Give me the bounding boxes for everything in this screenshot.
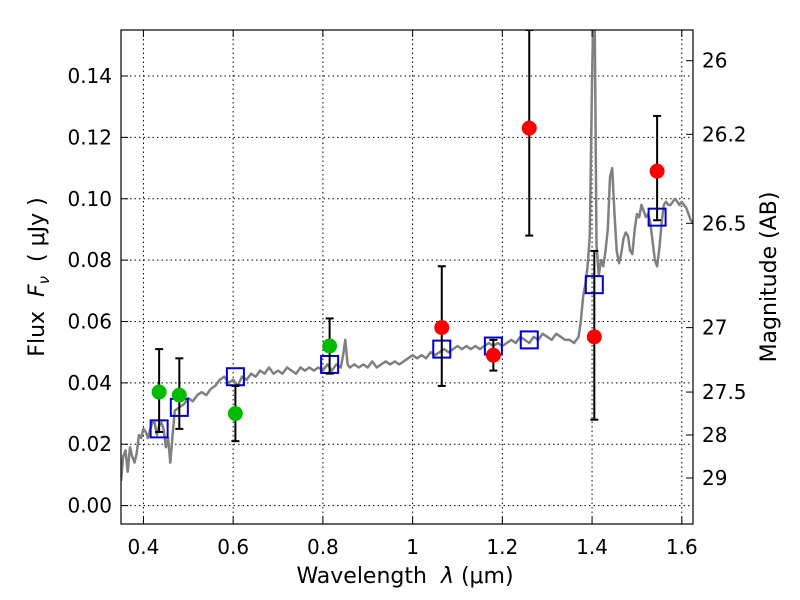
y2-axis-label: Magnitude (AB): [757, 192, 782, 363]
data-layer: [121, 30, 693, 482]
observed-point: [586, 329, 602, 345]
model-photometry-square: [519, 330, 539, 350]
y2-tick-label: 28: [702, 423, 727, 447]
ticks: [121, 30, 693, 524]
x-tick-label: 0.6: [217, 535, 249, 559]
y2-tick-label: 27.5: [702, 380, 747, 404]
y-tick-label: 0.02: [67, 432, 112, 456]
x-tick-label: 1: [406, 535, 419, 559]
y-tick-labels: 0.00 0.02 0.04 0.06 0.08 0.10 0.12 0.14: [67, 64, 112, 518]
observed-point: [434, 320, 450, 336]
x-tick-label: 1.4: [576, 535, 608, 559]
y-tick-label: 0.00: [67, 494, 112, 518]
x-tick-label: 1.2: [486, 535, 518, 559]
x-axis-label: Wavelength λ (μm): [296, 564, 513, 589]
y-tick-label: 0.04: [67, 371, 112, 395]
observed-point: [485, 347, 501, 363]
y2-tick-label: 26: [702, 49, 727, 73]
observed-point: [151, 384, 167, 400]
y-tick-label: 0.12: [67, 125, 112, 149]
observed-point: [521, 120, 537, 136]
y2-tick-label: 29: [702, 466, 727, 490]
plot-area: [121, 30, 693, 524]
y-tick-label: 0.06: [67, 309, 112, 333]
x-tick-label: 0.8: [307, 535, 339, 559]
y-tick-label: 0.14: [67, 64, 112, 88]
y-axis-label: Flux Fν ( μJy ): [25, 197, 53, 356]
x-tick-label: 0.4: [128, 535, 160, 559]
plot-frame: [120, 29, 694, 525]
y2-tick-label: 27: [702, 316, 727, 340]
observed-point: [171, 387, 187, 403]
observed-point: [227, 406, 243, 422]
observed-point: [322, 338, 338, 354]
x-tick-label: 1.6: [666, 535, 698, 559]
y-tick-label: 0.08: [67, 248, 112, 272]
x-tick-labels: 0.4 0.6 0.8 1 1.2 1.4 1.6: [128, 535, 698, 559]
observed-point: [649, 163, 665, 179]
y2-tick-labels: 26 26.2 26.5 27 27.5 28 29: [702, 49, 747, 490]
spectrum-line: [121, 30, 693, 482]
y-tick-label: 0.10: [67, 187, 112, 211]
y2-tick-label: 26.5: [702, 211, 747, 235]
y2-tick-label: 26.2: [702, 122, 747, 146]
